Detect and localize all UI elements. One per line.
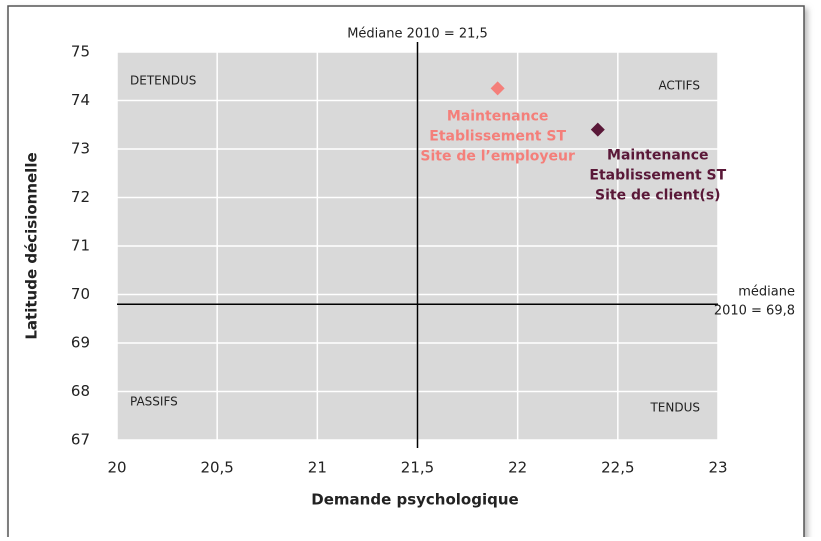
quadrant-label: PASSIFS xyxy=(130,395,178,409)
point-label: Etablissement ST xyxy=(429,128,566,144)
point-label: Maintenance xyxy=(607,148,709,164)
point xyxy=(490,81,505,96)
median-label: Médiane 2010 = 21,5 xyxy=(347,27,488,42)
point-label: Etablissement ST xyxy=(589,168,726,184)
y-tick-label: 71 xyxy=(71,237,90,255)
y-tick-label: 68 xyxy=(71,382,90,400)
x-tick-label: 21,5 xyxy=(401,459,434,477)
y-tick-label: 72 xyxy=(71,188,90,206)
y-tick-label: 74 xyxy=(71,91,90,109)
quadrant-label: DETENDUS xyxy=(130,74,196,88)
y-tick-label: 67 xyxy=(71,431,90,449)
point xyxy=(590,122,605,137)
x-tick-label: 20,5 xyxy=(200,459,233,477)
x-axis-title: Demande psychologique xyxy=(311,491,518,509)
x-tick-label: 23 xyxy=(708,459,727,477)
y-tick-label: 70 xyxy=(71,285,90,303)
median-label: 2010 = 69,8 xyxy=(714,304,795,319)
x-tick-label: 21 xyxy=(308,459,327,477)
y-tick-label: 73 xyxy=(71,140,90,158)
y-axis-title: Latitude décisionnelle xyxy=(23,152,41,339)
x-tick-label: 22 xyxy=(508,459,527,477)
y-tick-label: 69 xyxy=(71,334,90,352)
x-tick-label: 20 xyxy=(107,459,126,477)
quadrant-label: ACTIFS xyxy=(658,79,700,93)
quadrant-label: TENDUS xyxy=(649,401,700,415)
point-label: Site de client(s) xyxy=(595,188,721,204)
x-tick-label: 22,5 xyxy=(601,459,634,477)
point-label: Site de l’employeur xyxy=(420,148,575,164)
y-tick-label: 75 xyxy=(71,43,90,61)
median-label: médiane xyxy=(738,285,795,300)
point-label: Maintenance xyxy=(447,108,549,124)
